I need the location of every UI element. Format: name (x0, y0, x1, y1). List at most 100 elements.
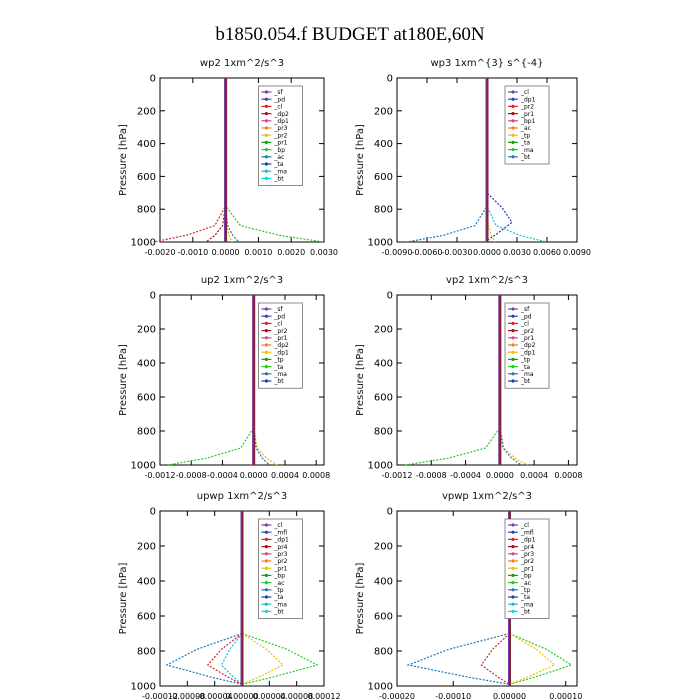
legend-marker (264, 155, 268, 159)
legend-label: _pr3 (273, 125, 287, 132)
plot-frame (396, 510, 578, 687)
x-tick-label: 0.00000 (225, 692, 258, 700)
legend-label: _tp (520, 357, 530, 364)
legend-label: _tp (273, 587, 283, 594)
legend-marker (511, 357, 515, 361)
legend-label: _ac (273, 154, 284, 161)
x-tick-label: -0.0060 (412, 248, 443, 257)
y-tick-label: 0 (387, 291, 393, 302)
legend-label: _sf (520, 306, 530, 313)
legend-marker (511, 530, 515, 534)
legend-marker (511, 112, 515, 116)
legend-label: _pr2 (273, 558, 287, 565)
legend-label: _dp2 (520, 342, 536, 349)
legend-marker (511, 148, 515, 152)
x-tick-label: -0.00004 (197, 692, 233, 700)
legend-marker (264, 595, 268, 599)
legend-marker (511, 140, 515, 144)
legend-marker (511, 372, 515, 376)
legend-marker (511, 523, 515, 527)
legend-label: _pr1 (273, 140, 287, 147)
y-tick-label: 400 (374, 577, 393, 588)
legend-label: _ac (520, 125, 531, 132)
y-axis-label: Pressure [hPa] (118, 124, 129, 196)
legend-marker (264, 372, 268, 376)
legend-marker (511, 559, 515, 563)
legend-label: _bt (273, 609, 284, 616)
legend-marker (264, 365, 268, 369)
chart-panel-2: wp3 1xm^{3} s^{-4} Pressure [hPa] 0 200 400 6… (355, 58, 591, 257)
y-tick-label: 1000 (131, 461, 156, 472)
legend-marker (264, 97, 268, 101)
series-line (205, 78, 227, 243)
x-tick-label: -0.00010 (435, 692, 471, 700)
legend-label: _cl (520, 522, 529, 529)
x-tick-label: -0.0010 (177, 248, 208, 257)
x-tick-label: 0.0004 (520, 471, 548, 480)
legend-marker (511, 104, 515, 108)
legend-marker (511, 379, 515, 383)
y-tick-label: 1000 (131, 682, 156, 693)
legend-label: _sf (273, 89, 283, 96)
y-tick-label: 800 (137, 427, 156, 438)
legend-marker (511, 581, 515, 585)
chart-panel-6: vpwp 1xm^2/s^3 Pressure [hPa] 0 200 400 600 80… (355, 491, 582, 700)
legend-label: _pr2 (520, 104, 534, 111)
legend-marker (264, 140, 268, 144)
x-tick-label: -0.0012 (382, 471, 413, 480)
x-tick-label: 0.0010 (244, 248, 272, 257)
legend-label: _ta (273, 594, 283, 601)
series-line (406, 78, 488, 243)
legend-label: _ma (520, 371, 534, 378)
plot-frame (159, 77, 325, 243)
legend-label: _ma (273, 371, 287, 378)
legend-marker (511, 133, 515, 137)
y-tick-label: 400 (137, 359, 156, 370)
x-tick-label: 0.00012 (307, 692, 340, 700)
legend-label: _pr1 (520, 335, 534, 342)
y-tick-label: 0 (150, 291, 156, 302)
legend-label: _pr1 (273, 335, 287, 342)
legend-marker (264, 581, 268, 585)
x-tick-label: 0.0000 (486, 471, 514, 480)
legend-marker (264, 307, 268, 311)
legend-label: _pd (273, 313, 285, 320)
legend-label: _dp1 (273, 537, 289, 544)
y-axis-label: Pressure [hPa] (355, 124, 366, 196)
x-tick-label: -0.00020 (379, 692, 415, 700)
x-tick-label: -0.00008 (169, 692, 205, 700)
legend-marker (511, 314, 515, 318)
legend-marker (511, 552, 515, 556)
legend-label: _pr4 (520, 544, 534, 551)
legend-label: _pr1 (520, 111, 534, 118)
series-line (165, 511, 243, 685)
legend-marker (264, 329, 268, 333)
x-tick-label: 0.0008 (554, 471, 582, 480)
legend-label: _dp1 (520, 537, 536, 544)
legend-marker (511, 595, 515, 599)
x-tick-label: 0.0060 (533, 248, 561, 257)
legend-label: _pr2 (273, 328, 287, 335)
legend-label: _sf (273, 306, 283, 313)
legend-label: _tp (520, 587, 530, 594)
legend-marker (511, 566, 515, 570)
x-tick-label: 0.0020 (277, 248, 305, 257)
legend-label: _pr1 (273, 565, 287, 572)
figure-title: b1850.054.f BUDGET at180E,60N (215, 24, 485, 45)
y-tick-label: 0 (150, 74, 156, 85)
legend-label: _pd (273, 96, 285, 103)
y-tick-label: 600 (137, 172, 156, 183)
legend-label: _dp1 (273, 118, 289, 125)
x-tick-label: 0.0090 (563, 248, 591, 257)
legend-marker (264, 126, 268, 130)
legend-label: _pr4 (273, 544, 287, 551)
legend-marker (264, 559, 268, 563)
series-line (225, 78, 240, 243)
legend-marker (264, 321, 268, 325)
y-tick-label: 400 (137, 577, 156, 588)
legend-label: _bp (273, 573, 285, 580)
y-tick-label: 1000 (368, 682, 393, 693)
panel-title: up2 1xm^2/s^3 (201, 275, 283, 286)
y-tick-label: 800 (137, 647, 156, 658)
legend-marker (264, 537, 268, 542)
